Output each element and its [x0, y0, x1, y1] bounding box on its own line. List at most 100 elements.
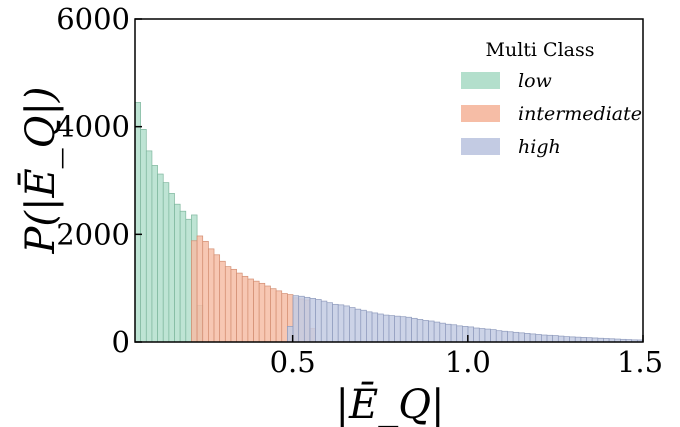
bar-low-0	[134, 102, 141, 343]
x-tick-label: 0.5	[270, 345, 316, 379]
bar-high-40	[512, 331, 520, 343]
bar-high-30	[456, 325, 463, 343]
bar-intermediate-16	[281, 293, 288, 343]
legend-label-low: low	[518, 70, 552, 92]
bar-high-9	[337, 304, 345, 343]
legend-swatch-low	[461, 72, 500, 89]
bar-high-21	[405, 316, 412, 343]
bar-intermediate-10	[247, 278, 254, 343]
bar-high-37	[495, 330, 503, 343]
bar-low-7	[174, 203, 181, 343]
bar-high-39	[507, 331, 514, 343]
bar-low-4	[157, 173, 164, 343]
bar-intermediate-0	[191, 240, 198, 343]
y-axis-title-text: P(|Ē_Q|)	[18, 86, 64, 254]
bar-high-20	[399, 316, 407, 343]
bar-low-5	[162, 182, 170, 343]
bar-high-8	[332, 303, 339, 343]
bar-high-3	[303, 296, 311, 343]
bar-high-19	[394, 315, 401, 343]
legend-swatch-high	[461, 138, 500, 155]
bar-high-5	[315, 299, 322, 343]
bar-high-41	[518, 332, 525, 343]
bar-intermediate-8	[236, 272, 243, 343]
bar-high-22	[411, 317, 418, 343]
bar-high-47	[552, 335, 559, 343]
bar-high-50	[569, 336, 576, 343]
bar-high-32	[467, 326, 475, 343]
x-axis-ticks: 0.5 1.0 1.5	[270, 335, 663, 379]
bar-intermediate-9	[241, 275, 249, 343]
legend: Multi Class low intermediate high	[461, 39, 642, 158]
bar-intermediate-7	[230, 268, 237, 343]
bar-high-25	[428, 320, 435, 343]
bar-high-23	[416, 319, 424, 343]
legend-label-intermediate: intermediate	[518, 103, 642, 125]
bar-high-44	[535, 334, 542, 343]
bar-intermediate-1	[196, 235, 204, 343]
bar-high-24	[422, 320, 429, 343]
bar-high-4	[309, 298, 316, 343]
bar-intermediate-13	[264, 285, 271, 343]
bar-high-42	[524, 333, 531, 343]
bar-high-2	[298, 295, 305, 343]
bar-intermediate-15	[275, 290, 283, 343]
y-tick-label: 2000	[56, 217, 130, 251]
plot-frame	[134, 18, 644, 343]
bar-high-49	[563, 336, 570, 343]
bar-low-6	[168, 193, 175, 343]
bar-high-36	[490, 329, 497, 343]
y-axis-ticks: 0 2000 4000 6000	[56, 2, 142, 359]
bar-high-29	[450, 324, 458, 343]
bar-high-46	[546, 334, 554, 343]
bar-high-27	[439, 322, 446, 343]
bar-intermediate-2	[202, 240, 209, 343]
histogram-bars	[134, 102, 644, 343]
bar-high-16	[377, 313, 384, 343]
x-axis-title: |Ē_Q|	[336, 382, 445, 427]
bar-high-6	[320, 300, 328, 343]
bar-high-33	[473, 327, 480, 343]
bar-high-15	[371, 312, 379, 343]
bar-high-17	[383, 314, 390, 343]
legend-swatch-intermediate	[461, 105, 500, 122]
bar-high-38	[501, 330, 508, 343]
bar-high-11	[349, 307, 356, 343]
x-axis-title-text: |Ē_Q|	[336, 382, 445, 427]
bar-high-35	[484, 328, 491, 343]
y-tick-label: 0	[112, 325, 130, 359]
legend-items: low intermediate high	[461, 70, 642, 158]
bar-high-26	[433, 321, 441, 343]
bar-high-45	[541, 334, 548, 343]
bar-intermediate-4	[213, 254, 221, 343]
bar-low-8	[179, 210, 187, 343]
x-tick-label: 1.0	[445, 345, 491, 379]
y-axis-title: P(|Ē_Q|)	[18, 86, 64, 254]
bar-high-14	[366, 311, 373, 343]
bar-high-13	[360, 309, 367, 343]
bar-low-1	[140, 129, 147, 343]
y-tick-label: 4000	[56, 110, 130, 144]
bar-low-9	[185, 218, 192, 343]
bar-intermediate-6	[224, 266, 232, 343]
x-tick-label: 1.5	[617, 345, 663, 379]
bar-high-1	[292, 295, 300, 343]
bar-high-43	[529, 333, 537, 343]
y-tick-label: 6000	[56, 2, 130, 36]
legend-title: Multi Class	[486, 39, 595, 61]
bar-intermediate-3	[208, 248, 215, 343]
bar-high-7	[326, 302, 333, 343]
bar-intermediate-14	[270, 288, 277, 343]
bar-high-18	[388, 315, 395, 343]
bar-intermediate-11	[253, 280, 260, 343]
legend-label-high: high	[518, 136, 561, 158]
bar-low-3	[151, 165, 158, 343]
bar-intermediate-12	[258, 282, 266, 343]
bar-high-12	[354, 308, 362, 343]
bar-intermediate-5	[219, 260, 226, 343]
bar-high-10	[343, 305, 350, 343]
bar-high-48	[557, 335, 565, 343]
bar-low-2	[145, 150, 153, 343]
bar-high-28	[445, 323, 452, 343]
